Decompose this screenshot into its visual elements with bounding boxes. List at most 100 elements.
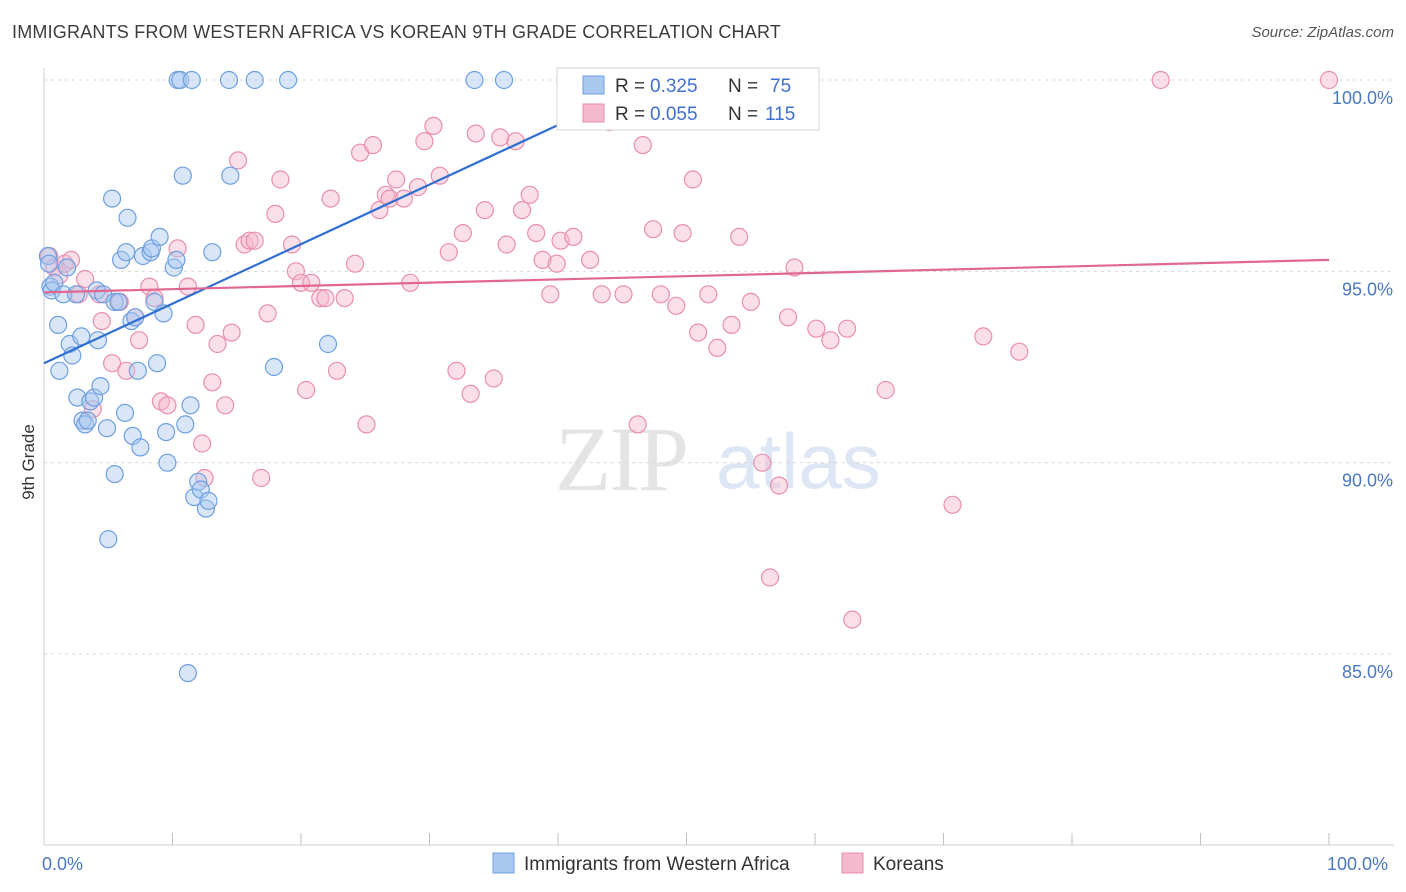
point-koreans-44: [327, 361, 347, 380]
point-koreans-27: [222, 323, 241, 342]
stats-n-label-1: N =: [728, 76, 758, 97]
point-koreans-42: [316, 289, 335, 308]
point-western-africa-64: [245, 70, 264, 90]
point-koreans-103: [821, 331, 840, 350]
y-tick-label-100: 100.0%: [1332, 88, 1393, 108]
chart-title: IMMIGRANTS FROM WESTERN AFRICA VS KOREAN…: [12, 22, 782, 42]
point-koreans-107: [943, 495, 962, 514]
point-koreans-86: [643, 220, 663, 239]
y-axis-label: 9th Grade: [19, 424, 38, 500]
point-koreans-89: [673, 224, 692, 243]
point-koreans-28: [228, 151, 248, 170]
stats-legend-swatch-pink: [582, 103, 605, 123]
point-western-africa-42: [148, 354, 167, 373]
point-western-africa-11: [66, 285, 86, 304]
point-koreans-95: [730, 227, 749, 246]
point-koreans-109: [1010, 342, 1029, 361]
point-western-africa-68: [465, 70, 484, 90]
point-koreans-25: [208, 334, 227, 354]
point-koreans-40: [302, 273, 321, 292]
point-western-africa-5: [48, 315, 68, 334]
point-koreans-91: [688, 323, 708, 342]
point-western-africa-6: [50, 361, 69, 380]
point-koreans-20: [178, 277, 197, 296]
point-koreans-37: [286, 262, 305, 281]
point-western-africa-21: [91, 377, 110, 396]
point-koreans-41: [311, 289, 330, 308]
point-koreans-102: [807, 319, 826, 338]
watermark-zip: ZIP: [555, 408, 687, 510]
trend-lines: [43, 121, 1330, 365]
point-western-africa-60: [199, 491, 218, 510]
point-koreans-26: [216, 396, 235, 415]
point-koreans-87: [651, 285, 670, 304]
point-koreans-9: [92, 312, 111, 331]
legend-swatch-koreans: [841, 852, 864, 874]
point-koreans-6: [75, 269, 95, 289]
point-koreans-24: [203, 373, 222, 392]
point-koreans-49: [363, 136, 383, 155]
stats-n-label-2: N =: [728, 104, 758, 125]
point-koreans-111: [1319, 70, 1339, 90]
stats-legend-swatch-blue: [582, 75, 605, 95]
point-western-africa-28: [109, 292, 128, 311]
point-koreans-39: [297, 380, 316, 400]
point-western-africa-31: [117, 243, 136, 262]
point-western-africa-52: [176, 415, 195, 434]
point-koreans-33: [258, 304, 277, 323]
point-koreans-65: [475, 201, 494, 220]
point-koreans-104: [837, 319, 857, 338]
point-western-africa-67: [318, 334, 338, 354]
point-koreans-93: [708, 338, 727, 357]
point-western-africa-48: [167, 250, 186, 269]
point-koreans-21: [186, 315, 205, 334]
point-western-africa-56: [185, 488, 204, 507]
point-western-africa-23: [97, 419, 117, 438]
point-koreans-90: [683, 170, 703, 189]
point-western-africa-18: [84, 388, 104, 407]
stats-r-value-1: 0.325: [650, 76, 698, 97]
point-koreans-53: [387, 170, 406, 189]
point-koreans-97: [753, 453, 772, 472]
stats-legend: R = 0.325 N = 75 R = 0.055 N = 115: [556, 67, 820, 131]
point-koreans-110: [1151, 70, 1170, 90]
gridlines: [44, 79, 1394, 655]
point-koreans-70: [512, 201, 532, 220]
point-western-africa-8: [57, 258, 77, 277]
y-tick-label-95: 95.0%: [1342, 279, 1393, 299]
point-western-africa-51: [173, 166, 192, 185]
point-western-africa-25: [102, 189, 122, 208]
point-koreans-32: [252, 468, 271, 488]
point-koreans-58: [424, 116, 443, 136]
watermark-atlas: atlas: [716, 417, 881, 505]
point-koreans-96: [741, 292, 760, 311]
point-western-africa-36: [128, 361, 147, 380]
point-koreans-92: [699, 285, 718, 304]
y-axis-tick-labels: 85.0% 90.0% 95.0% 100.0%: [1332, 88, 1393, 682]
point-koreans-78: [564, 227, 583, 246]
trend-line-koreans: [43, 258, 1330, 294]
point-koreans-68: [497, 235, 516, 254]
point-western-africa-45: [157, 423, 176, 442]
point-western-africa-55: [182, 70, 201, 90]
stats-n-value-1: 75: [770, 76, 791, 97]
trend-line-western-africa: [43, 121, 565, 365]
y-tick-label-85: 85.0%: [1342, 662, 1393, 682]
x-axis-ticks: [172, 833, 1330, 845]
point-western-africa-27: [105, 465, 124, 484]
point-western-africa-66: [279, 70, 298, 90]
point-western-africa-63: [221, 166, 240, 185]
point-western-africa-24: [99, 530, 118, 549]
point-western-africa-26: [105, 292, 124, 311]
point-koreans-63: [461, 384, 480, 403]
stats-r-value-2: 0.055: [650, 104, 698, 125]
y-tick-label-90: 90.0%: [1342, 471, 1393, 491]
legend-label-koreans: Koreans: [873, 854, 944, 875]
point-koreans-85: [633, 136, 652, 155]
point-western-africa-65: [264, 357, 284, 377]
point-koreans-62: [453, 224, 472, 243]
point-western-africa-43: [150, 227, 169, 246]
stats-r-label-2: R =: [615, 104, 645, 125]
point-western-africa-16: [78, 411, 97, 430]
